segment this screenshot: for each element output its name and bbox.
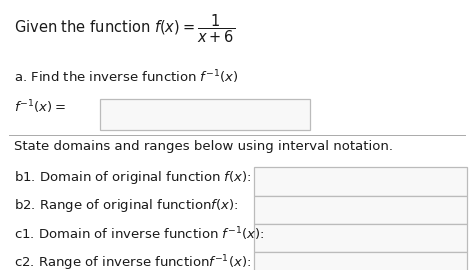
Text: c2. Range of inverse function$f^{-1}(x)$:: c2. Range of inverse function$f^{-1}(x)$… [14,254,252,270]
Text: c1. Domain of inverse function $f^{-1}(x)$:: c1. Domain of inverse function $f^{-1}(x… [14,225,265,243]
Text: a. Find the inverse function $f^{-1}(x)$: a. Find the inverse function $f^{-1}(x)$ [14,69,239,86]
FancyBboxPatch shape [254,252,467,270]
Text: b1. Domain of original function $f(x)$:: b1. Domain of original function $f(x)$: [14,169,252,186]
Text: b2. Range of original function$f(x)$:: b2. Range of original function$f(x)$: [14,197,238,214]
FancyBboxPatch shape [254,196,467,224]
FancyBboxPatch shape [100,99,310,130]
FancyBboxPatch shape [254,167,467,196]
FancyBboxPatch shape [254,224,467,252]
Text: $f^{-1}(x) =$: $f^{-1}(x) =$ [14,99,66,116]
Text: Given the function $f(x) = \dfrac{1}{x+6}$: Given the function $f(x) = \dfrac{1}{x+6… [14,12,235,45]
Text: State domains and ranges below using interval notation.: State domains and ranges below using int… [14,140,393,153]
